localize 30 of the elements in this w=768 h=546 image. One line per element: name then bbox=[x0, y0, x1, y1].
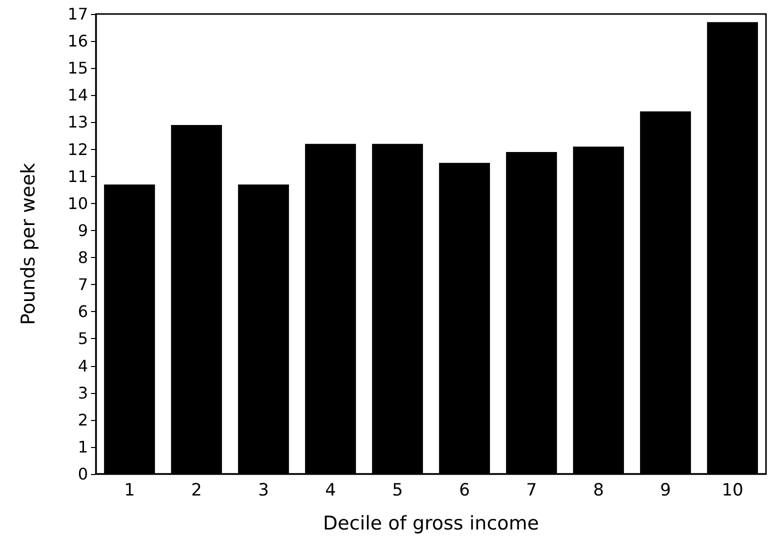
x-tick-label: 1 bbox=[124, 480, 135, 500]
y-tick-label: 14 bbox=[68, 86, 88, 105]
y-tick-label: 9 bbox=[78, 220, 88, 240]
y-tick-label: 15 bbox=[68, 58, 88, 78]
y-tick-label: 5 bbox=[78, 329, 88, 348]
x-tick-label: 7 bbox=[526, 480, 537, 500]
y-tick-label: 17 bbox=[68, 4, 88, 24]
y-tick-label: 16 bbox=[68, 32, 88, 51]
y-tick-label: 4 bbox=[78, 356, 88, 376]
y-tick-label: 0 bbox=[78, 464, 88, 484]
y-tick-label: 12 bbox=[68, 140, 88, 159]
y-tick-label: 2 bbox=[78, 410, 88, 430]
x-axis-title: Decile of gross income bbox=[323, 512, 539, 534]
x-tick-label: 8 bbox=[593, 480, 604, 500]
y-axis-title: Pounds per week bbox=[18, 162, 40, 326]
x-tick-label: 6 bbox=[459, 480, 470, 500]
y-tick-label: 3 bbox=[78, 383, 88, 402]
x-tick-label: 10 bbox=[722, 480, 744, 500]
y-tick-label: 6 bbox=[78, 302, 88, 322]
y-tick-label: 13 bbox=[68, 112, 88, 132]
y-tick-label: 1 bbox=[78, 437, 88, 456]
x-tick-label: 3 bbox=[258, 480, 269, 500]
y-tick-label: 10 bbox=[68, 194, 88, 213]
x-tick-label: 5 bbox=[392, 480, 403, 500]
y-tick-label: 8 bbox=[78, 248, 88, 268]
x-tick-label: 2 bbox=[191, 480, 202, 500]
x-tick-label: 9 bbox=[660, 480, 671, 500]
y-tick-label: 7 bbox=[78, 275, 88, 294]
x-tick-label: 4 bbox=[325, 480, 336, 500]
y-tick-label: 11 bbox=[68, 166, 88, 186]
